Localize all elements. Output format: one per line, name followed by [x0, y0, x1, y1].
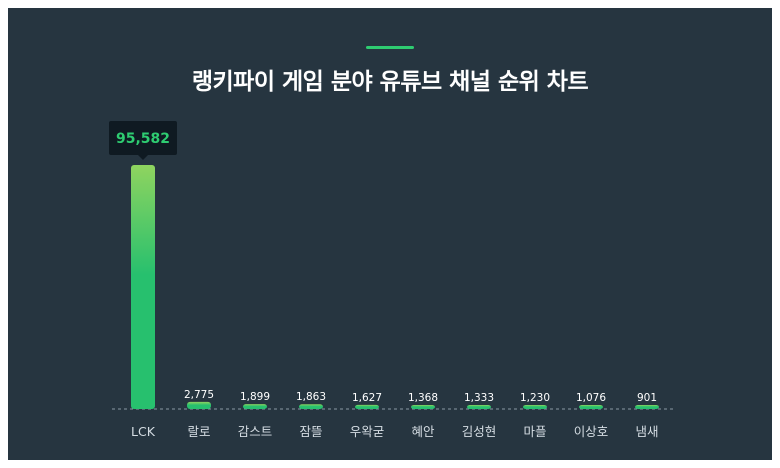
bar-잠뜰[interactable] [299, 404, 323, 409]
bar-value-label: 2,775 [184, 389, 214, 401]
bar-value-label: 1,333 [464, 392, 494, 404]
bar-value-label: 1,899 [240, 391, 270, 403]
bar-냄새[interactable] [635, 405, 659, 409]
x-tick-label: 냄새 [635, 424, 658, 439]
x-tick-label: 랄로 [187, 424, 210, 439]
x-tick-label: LCK [131, 424, 156, 439]
bar-감스트[interactable] [243, 404, 267, 409]
x-tick-label: 잠뜰 [299, 424, 322, 439]
chart-title: 랭키파이 게임 분야 유튜브 채널 순위 차트 [191, 69, 589, 95]
bar-랄로[interactable] [187, 401, 211, 409]
tooltip-arrow [138, 155, 148, 160]
x-tick-label: 감스트 [238, 424, 273, 439]
bar-우왁굳[interactable] [355, 404, 379, 409]
x-tick-label: 김성현 [462, 424, 497, 439]
bar-value-label: 1,230 [520, 392, 550, 404]
tooltip-value: 95,582 [116, 131, 170, 147]
x-tick-label: 우왁굳 [350, 424, 385, 439]
bar-김성현[interactable] [467, 405, 491, 409]
bar-value-label: 901 [637, 392, 657, 404]
bar-이상호[interactable] [579, 405, 603, 409]
bar-value-label: 1,368 [408, 392, 438, 404]
bar-혜안[interactable] [411, 405, 435, 409]
bar-value-label: 1,863 [296, 391, 326, 403]
x-tick-label: 혜안 [411, 424, 435, 439]
bar-value-label: 1,076 [576, 392, 606, 404]
title-accent-line [366, 46, 414, 49]
x-tick-label: 마플 [523, 424, 546, 439]
value-tooltip: 95,582 [109, 121, 177, 160]
x-tick-label: 이상호 [574, 424, 609, 439]
bar-마플[interactable] [523, 405, 547, 409]
bar-LCK[interactable] [131, 165, 155, 409]
bar-value-label: 1,627 [352, 392, 382, 404]
tooltip-box [109, 121, 177, 155]
